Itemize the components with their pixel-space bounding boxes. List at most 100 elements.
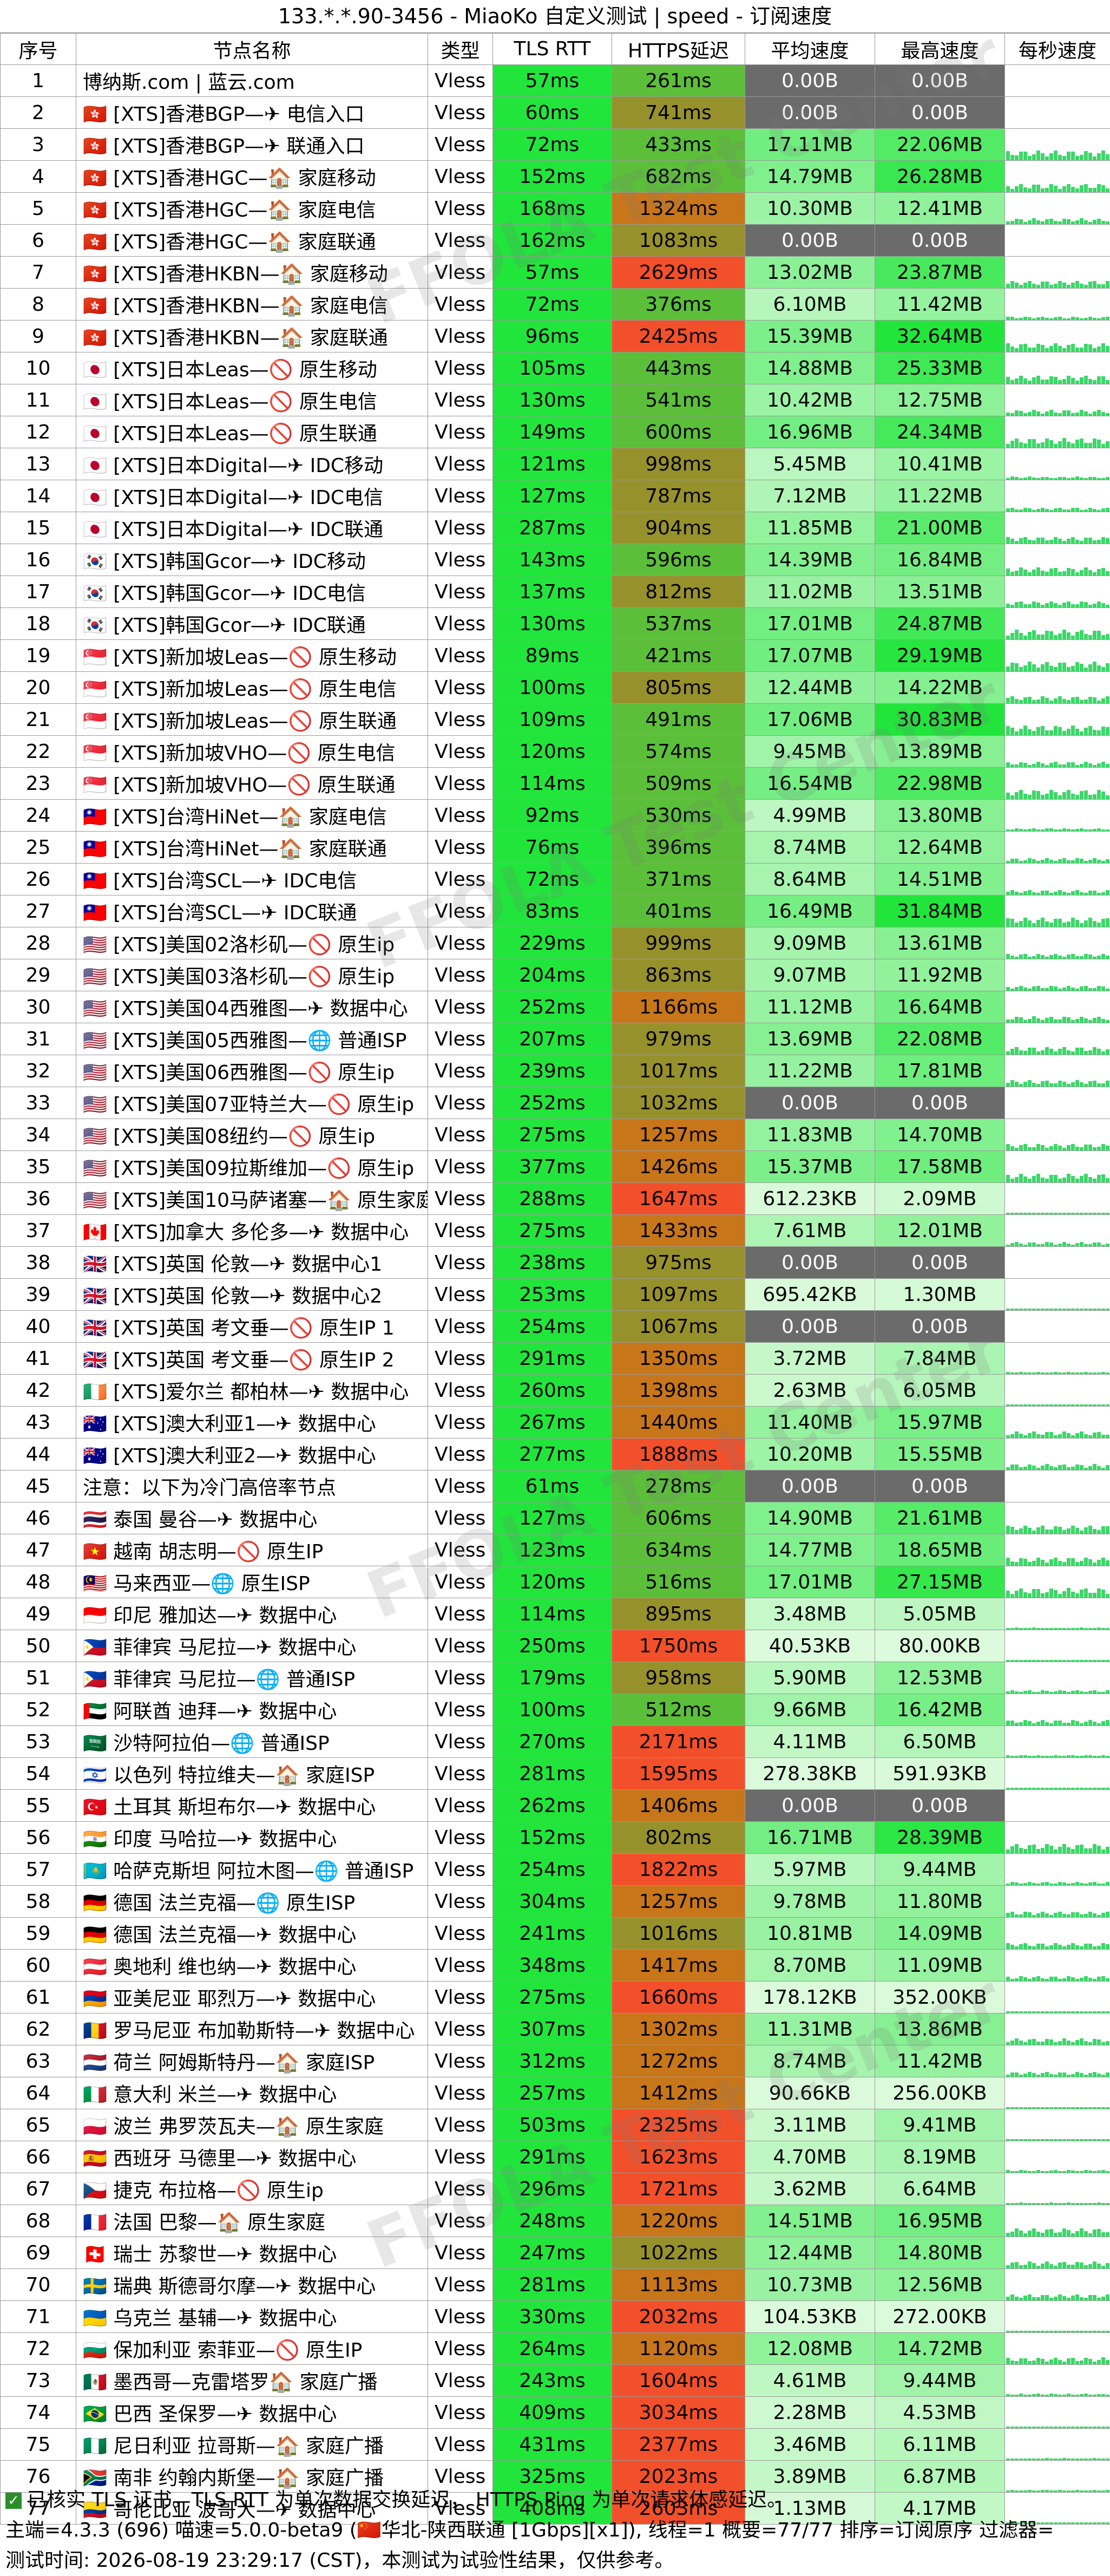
row-index: 18 [0, 607, 76, 640]
table-row: 6 🇭🇰 [XTS]香港HGC—🏠 家庭联通 Vless 162ms 1083ms 0.0… [0, 224, 1110, 257]
sparkline-bar [1075, 956, 1079, 959]
sparkline-bar [1045, 2331, 1049, 2332]
row-index: 24 [0, 799, 76, 832]
row-index: 41 [0, 1342, 76, 1375]
sparkline-bar [1045, 662, 1049, 671]
sparkline-bar [1054, 1213, 1058, 1214]
sparkline-bar [1093, 1147, 1096, 1150]
sparkline-bar [1062, 1691, 1066, 1694]
sparkline-bar [1084, 699, 1088, 703]
sparkline-bar [1097, 2427, 1101, 2428]
sparkline-bar [1093, 2458, 1096, 2460]
sparkline-bar [1006, 221, 1010, 224]
avg-speed-cell: 3.48MB [745, 1598, 875, 1630]
sparkline-bar [1010, 1049, 1014, 1055]
tls-rtt-cell: 72ms [492, 128, 612, 161]
sparkline-bar [1010, 764, 1014, 767]
sparkline-bar [1084, 2490, 1088, 2492]
sparkline-bar [1084, 184, 1088, 192]
avg-speed-cell: 10.81MB [745, 1917, 875, 1950]
sparkline-bar [1075, 1721, 1079, 1725]
sparkline-bar [1054, 2233, 1058, 2237]
sparkline-bar [1080, 2427, 1083, 2428]
https-latency-cell: 1350ms [612, 1342, 745, 1375]
avg-speed-cell: 9.45MB [745, 735, 875, 768]
table-row: 9 🇭🇰 [XTS]香港HKBN—🏠 家庭联通 Vless 96ms 2425ms 15.… [0, 320, 1110, 352]
sparkline-bar [1045, 1148, 1049, 1150]
sparkline-bar [1010, 476, 1014, 480]
tls-rtt-cell: 239ms [492, 1055, 612, 1087]
sparkline-bar [1015, 2459, 1019, 2460]
sparkline-bar [1106, 2360, 1109, 2364]
max-speed-cell: 9.41MB [875, 2109, 1005, 2141]
sparkline-bar [1028, 1660, 1032, 1662]
node-type: Vless [428, 2364, 493, 2397]
sparkline-bar [1097, 410, 1101, 416]
sparkline-bar [1010, 956, 1014, 959]
sparkline-bar [1058, 2203, 1062, 2205]
sparkline-bar [1036, 861, 1040, 863]
sparkline-bar [1049, 1884, 1053, 1885]
sparkline-bar [1041, 571, 1045, 576]
avg-speed-cell: 12.44MB [745, 671, 875, 704]
node-type: Vless [428, 1342, 493, 1375]
sparkline-bar [1049, 285, 1053, 288]
sparkline-bar [1093, 1913, 1096, 1917]
sparkline-bar [1045, 509, 1049, 512]
sparkline-bar [1054, 986, 1058, 991]
table-row: 13 🇯🇵 [XTS]日本Digital—✈ IDC移动 Vless 121ms 998… [0, 448, 1110, 480]
per-second-sparkline [1004, 1981, 1110, 2013]
node-name: 🇭🇰 [XTS]香港HGC—🏠 家庭联通 [76, 224, 428, 257]
max-speed-cell: 14.51MB [875, 863, 1005, 895]
sparkline-bar [1062, 1404, 1066, 1406]
sparkline-bar [1054, 377, 1058, 384]
sparkline-bar [1041, 2359, 1045, 2364]
node-type: Vless [428, 959, 493, 991]
sparkline-bar [1023, 2331, 1027, 2332]
sparkline-bar [1088, 795, 1092, 799]
table-row: 57 🇰🇿 哈萨克斯坦 阿拉木图—🌐 普通ISP Vless 254ms 1822ms 5… [0, 1853, 1110, 1886]
sparkline-bar [1093, 662, 1096, 671]
node-name: 🇪🇸 西班牙 马德里—✈ 数据中心 [76, 2141, 428, 2173]
sparkline-bar [1019, 2358, 1023, 2364]
sparkline-bar [1075, 729, 1079, 735]
node-type: Vless [428, 2396, 493, 2429]
sparkline-bar [1106, 956, 1109, 959]
sparkline-bar [1097, 1243, 1101, 1246]
sparkline-bar [1058, 1847, 1062, 1853]
node-name: 🇭🇰 [XTS]香港HKBN—🏠 家庭移动 [76, 256, 428, 289]
sparkline-bar [1054, 343, 1058, 352]
sparkline-bar [1062, 1978, 1066, 1981]
node-name: 🇭🇰 [XTS]香港BGP—✈ 电信入口 [76, 96, 428, 129]
sparkline-bar [1093, 2490, 1096, 2492]
sparkline-bar [1049, 1432, 1053, 1438]
max-speed-cell: 13.86MB [875, 2013, 1005, 2045]
per-second-sparkline [1004, 1566, 1110, 1598]
sparkline-bar [1054, 317, 1058, 320]
node-name: 🇺🇸 [XTS]美国04西雅图—✈ 数据中心 [76, 991, 428, 1023]
tls-rtt-cell: 330ms [492, 2300, 612, 2333]
sparkline-bar [1019, 2139, 1023, 2141]
sparkline-bar [1071, 1245, 1075, 1246]
tls-rtt-cell: 120ms [492, 1566, 612, 1598]
per-second-sparkline [1004, 2268, 1110, 2301]
sparkline-bar [1058, 281, 1062, 288]
sparkline-bar [1041, 1882, 1045, 1885]
node-type: Vless [428, 64, 493, 97]
sparkline-bar [1045, 1213, 1049, 1214]
sparkline-bar [1101, 2107, 1105, 2109]
sparkline-bar [1045, 2427, 1049, 2428]
sparkline-bar [1023, 2459, 1027, 2460]
sparkline-bar [1106, 317, 1109, 320]
max-speed-cell: 11.09MB [875, 1949, 1005, 1982]
sparkline-bar [1023, 2011, 1027, 2013]
sparkline-bar [1028, 381, 1032, 384]
sparkline-bar [1032, 2490, 1036, 2492]
sparkline-bar [1101, 861, 1105, 863]
https-latency-cell: 1302ms [612, 2013, 745, 2045]
sparkline-bar [1058, 956, 1062, 959]
sparkline-bar [1058, 572, 1062, 576]
max-speed-cell: 14.72MB [875, 2332, 1005, 2365]
per-second-sparkline [1004, 544, 1110, 576]
sparkline-bar [1071, 2170, 1075, 2173]
